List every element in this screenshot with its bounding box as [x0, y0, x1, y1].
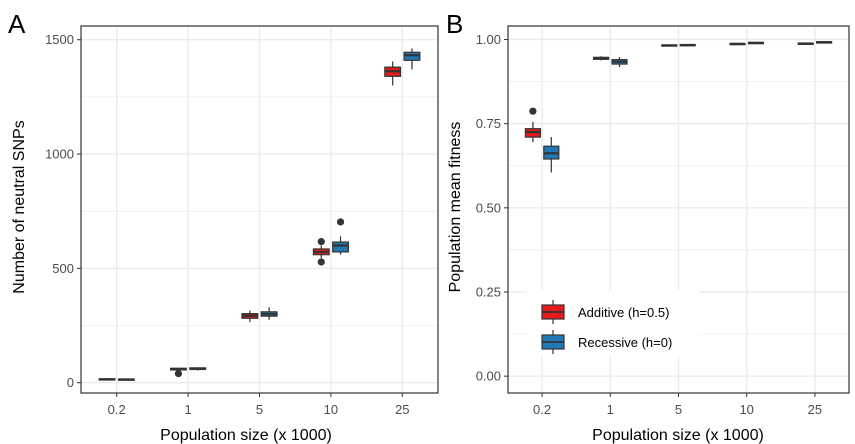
panel-b-plot-area: 0.00 0.25 0.50 0.75 1.00 0.2 1 5 10 25	[476, 25, 850, 417]
legend-label-additive: Additive (h=0.5)	[578, 305, 669, 320]
recessive-outlier	[336, 218, 345, 226]
panel-b-x-tick-label: 10	[739, 402, 753, 417]
panel-b-x-tick-label: 1	[607, 402, 614, 417]
panel-a-y-tick-label: 1500	[45, 32, 74, 47]
legend: Additive (h=0.5) Recessive (h=0)	[527, 290, 699, 356]
panel-a-x-tick-label: 25	[395, 402, 409, 417]
panel-b-y-tick-label: 1.00	[476, 32, 501, 47]
panel-b-x-tick-label: 5	[675, 402, 682, 417]
panel-a: A 0 500 1000 1500 0.2 1 5 10 25 Population size …	[8, 9, 439, 444]
recessive-box	[332, 241, 349, 253]
panel-b: B 0.00 0.25 0.50 0.75 1.00 0.2 1 5 10 25 Populati…	[446, 9, 850, 444]
panel-b-x-tick-label: 25	[808, 402, 822, 417]
panel-a-x-tick-label: 5	[256, 402, 263, 417]
panel-b-y-tick-label: 0.50	[476, 200, 501, 215]
additive-outlier	[317, 238, 325, 246]
panel-a-y-tick-label: 1000	[45, 147, 74, 162]
panel-a-y-tick-label: 0	[67, 375, 74, 390]
panel-a-x-tick-label: 0.2	[108, 402, 126, 417]
panel-b-y-axis-title: Population mean fitness	[447, 122, 464, 293]
panel-b-y-tick-label: 0.75	[476, 116, 501, 131]
panel-a-x-tick-label: 10	[324, 402, 338, 417]
panel-a-x-axis-title: Population size (x 1000)	[160, 427, 332, 444]
panel-b-y-tick-label: 0.00	[476, 369, 501, 384]
panel-a-letter: A	[8, 9, 26, 39]
additive-outlier	[174, 369, 183, 378]
panel-b-x-tick-label: 0.2	[533, 402, 551, 417]
panel-b-x-axis-title: Population size (x 1000)	[592, 427, 764, 444]
panel-a-border	[80, 25, 439, 394]
panel-a-y-tick-label: 500	[52, 261, 74, 276]
additive-outlier	[317, 258, 325, 266]
panel-b-y-tick-label: 0.25	[476, 284, 501, 299]
panel-b-border	[507, 25, 850, 394]
legend-label-recessive: Recessive (h=0)	[578, 335, 672, 350]
panel-a-y-axis-title: Number of neutral SNPs	[11, 120, 28, 293]
panel-b-letter: B	[446, 9, 463, 39]
panel-a-x-tick-label: 1	[184, 402, 191, 417]
additive-outlier	[529, 107, 537, 115]
panel-a-plot-area: 0 500 1000 1500 0.2 1 5 10 25	[45, 25, 439, 417]
